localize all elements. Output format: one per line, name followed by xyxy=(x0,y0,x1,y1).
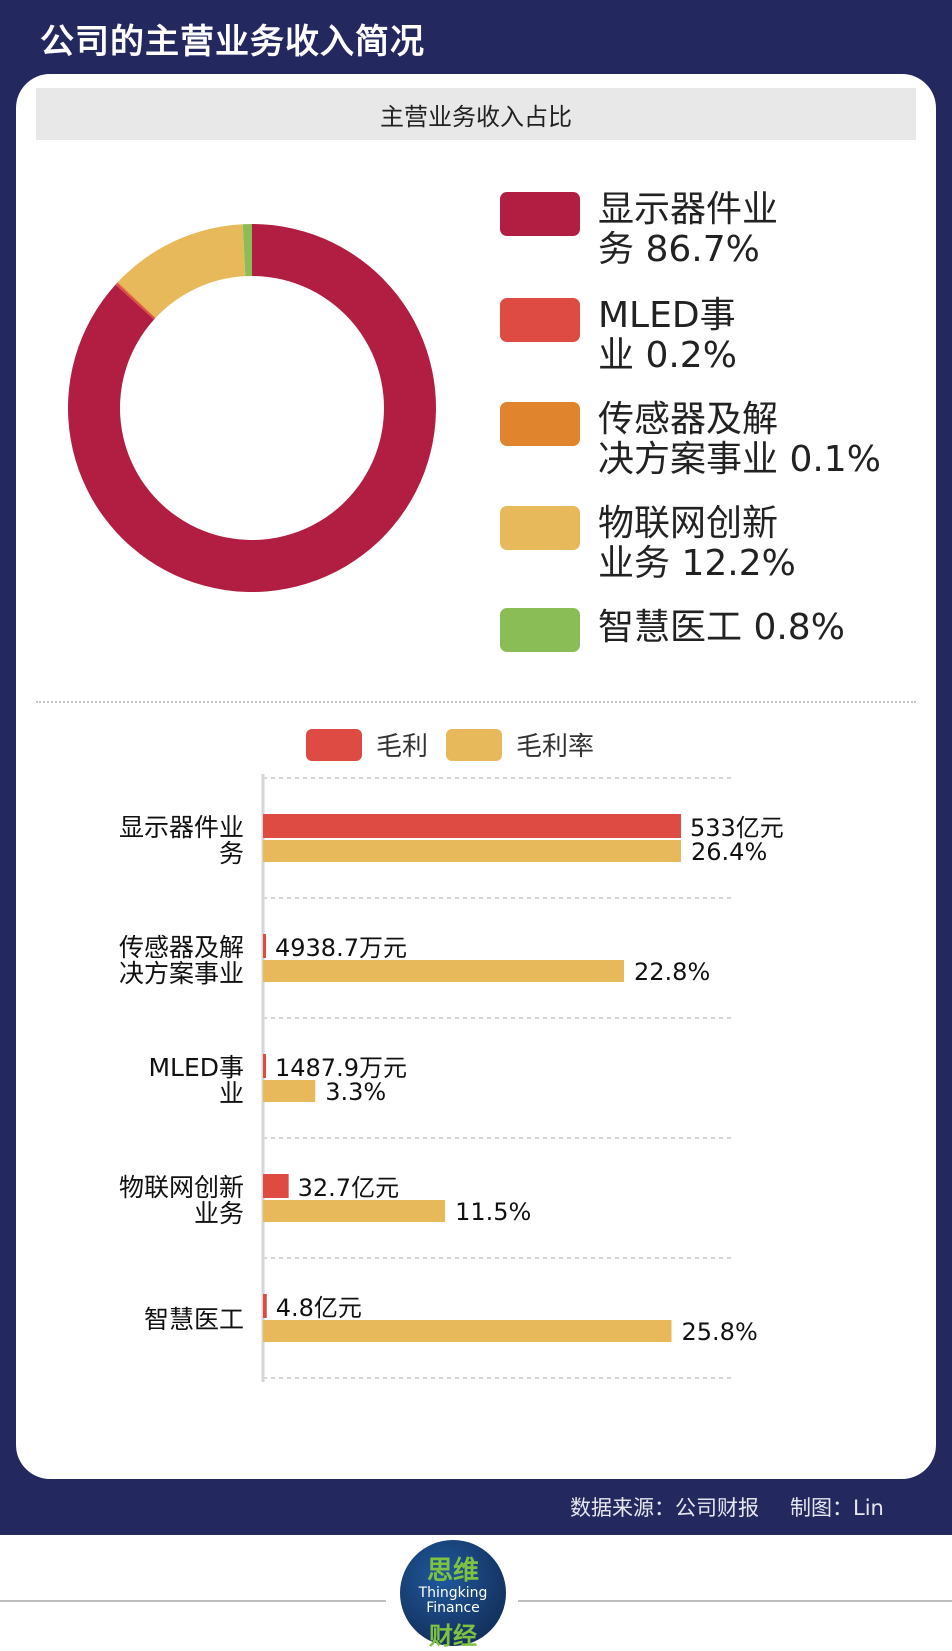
label-gross-profit-4: 4.8亿元 xyxy=(276,1294,362,1322)
bar-gross-profit-0 xyxy=(263,814,681,838)
legend-swatch-gross-profit xyxy=(306,728,362,761)
legend-swatch-gross-margin xyxy=(446,728,502,761)
legend-gross-margin: 毛利率 xyxy=(446,726,594,763)
category-label-0-line-0: 显示器件业 xyxy=(119,813,244,842)
pie-legend-swatch-1 xyxy=(500,298,580,342)
label-gross-profit-2: 1487.9万元 xyxy=(275,1054,407,1082)
category-label-3-line-0: 物联网创新 xyxy=(119,1173,244,1202)
bar-gross-margin-1 xyxy=(263,960,624,982)
donut-slice-4 xyxy=(242,224,252,277)
label-gross-margin-3: 11.5% xyxy=(455,1198,531,1226)
pie-legend-item-2: 传感器及解 决方案事业 0.1% xyxy=(500,400,881,480)
category-label-2-line-0: MLED事 xyxy=(148,1053,244,1082)
category-label-3-line-1: 业务 xyxy=(194,1199,244,1228)
pie-legend-item-1: MLED事业 0.2% xyxy=(500,296,737,376)
pie-legend-swatch-3 xyxy=(500,506,580,550)
donut-chart xyxy=(67,224,436,592)
pie-legend-swatch-0 xyxy=(500,192,580,236)
chart-card: 主营业务收入占比 显示器件业务 86.7% MLED事业 0.2% 传感器及解 决方案… xyxy=(16,74,936,1479)
label-gross-profit-1: 4938.7万元 xyxy=(275,934,407,962)
footer-source: 数据来源：公司财报 xyxy=(570,1496,759,1520)
logo-top-text: 思维 xyxy=(426,1556,479,1586)
donut-slice-3 xyxy=(117,224,246,318)
footer-maker: 制图：Lin xyxy=(790,1496,884,1520)
base-line-right xyxy=(518,1600,952,1602)
legend-label-gross-margin: 毛利率 xyxy=(516,732,595,762)
pie-legend-swatch-2 xyxy=(500,402,580,446)
section-divider xyxy=(36,701,916,703)
pie-legend-item-3: 物联网创新 业务 12.2% xyxy=(500,504,796,584)
pie-legend-label-3: 物联网创新 业务 12.2% xyxy=(598,503,796,584)
bar-gross-profit-2 xyxy=(263,1054,266,1078)
category-label-1-line-0: 传感器及解 xyxy=(119,933,244,962)
bar-gross-profit-1 xyxy=(263,934,266,958)
label-gross-profit-0: 533亿元 xyxy=(690,814,784,842)
label-gross-margin-4: 25.8% xyxy=(682,1318,758,1346)
pie-legend-label-0: 显示器件业务 86.7% xyxy=(598,189,779,270)
page-title: 公司的主营业务收入简况 xyxy=(40,22,425,62)
base-line-left xyxy=(0,1600,386,1602)
donut-slice-1 xyxy=(115,282,156,320)
brand-logo: 思维 Thingking Finance 财经 xyxy=(400,1540,506,1650)
pie-legend-label-2: 传感器及解 决方案事业 0.1% xyxy=(598,399,881,480)
pie-legend-label-4: 智慧医工 0.8% xyxy=(598,607,845,648)
label-gross-margin-1: 22.8% xyxy=(634,958,710,986)
pie-legend-swatch-4 xyxy=(500,608,580,652)
bar-gross-margin-3 xyxy=(263,1200,446,1222)
label-gross-margin-2: 3.3% xyxy=(325,1078,386,1106)
pie-legend-label-1: MLED事业 0.2% xyxy=(598,295,737,376)
legend-gross-profit: 毛利 xyxy=(306,726,428,763)
pie-legend-item-4: 智慧医工 0.8% xyxy=(500,608,845,652)
logo-mid-line-2: Finance xyxy=(426,1600,480,1616)
donut-slice-2 xyxy=(117,282,156,319)
bar-gross-margin-0 xyxy=(263,840,681,862)
category-label-0-line-1: 务 xyxy=(219,839,244,868)
category-label-1-line-1: 决方案事业 xyxy=(119,959,244,988)
pie-subtitle: 主营业务收入占比 xyxy=(36,88,916,140)
logo-mid-line-1: Thingking xyxy=(418,1585,488,1601)
category-label-4-line-0: 智慧医工 xyxy=(144,1305,244,1334)
bar-gross-profit-4 xyxy=(263,1294,267,1318)
bar-gross-margin-2 xyxy=(263,1080,316,1102)
bar-gross-margin-4 xyxy=(263,1320,672,1342)
label-gross-profit-3: 32.7亿元 xyxy=(298,1174,399,1202)
category-label-2-line-1: 业 xyxy=(219,1079,244,1108)
label-gross-margin-0: 26.4% xyxy=(691,838,767,866)
pie-legend-item-0: 显示器件业务 86.7% xyxy=(500,190,778,270)
logo-mid-text: Thingking Finance xyxy=(400,1586,506,1616)
logo-bottom-text: 财经 xyxy=(429,1622,477,1650)
legend-label-gross-profit: 毛利 xyxy=(376,732,429,762)
bar-gross-profit-3 xyxy=(263,1174,289,1198)
